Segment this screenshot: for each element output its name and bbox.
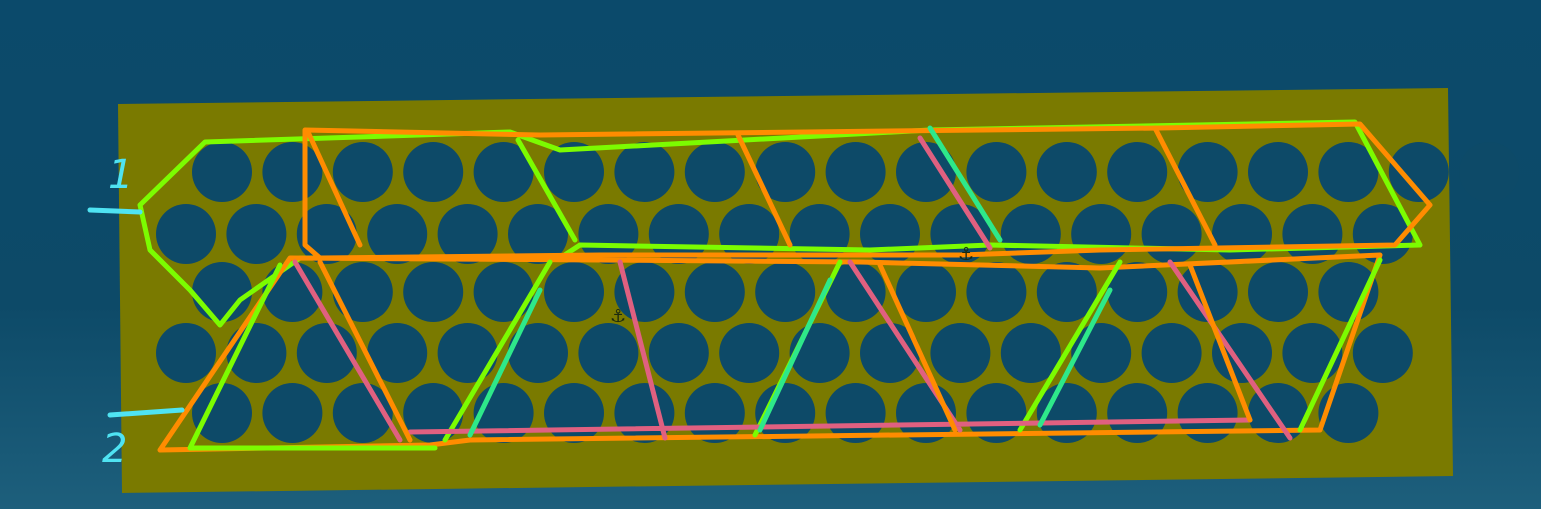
- hole: [1459, 142, 1520, 202]
- hole: [755, 142, 816, 202]
- orange-divider: [305, 129, 363, 248]
- orange-divider: [735, 132, 793, 248]
- hole: [473, 262, 534, 322]
- green-divider: [515, 137, 578, 243]
- label-1: 1: [108, 152, 133, 198]
- hole: [332, 142, 393, 202]
- hole: [1107, 262, 1168, 322]
- hole: [544, 262, 604, 322]
- hole: [1282, 323, 1343, 383]
- hole: [1248, 262, 1308, 322]
- hole: [262, 383, 323, 443]
- hole: [367, 323, 428, 383]
- label-2: 2: [102, 426, 127, 472]
- hole: [648, 323, 709, 383]
- hole: [156, 323, 216, 383]
- hole: [966, 262, 1027, 322]
- hole: [403, 142, 464, 202]
- pointer-line-2: [107, 407, 185, 418]
- hole: [192, 262, 252, 322]
- hole: [1107, 142, 1168, 202]
- hole: [403, 262, 464, 322]
- hole: [1212, 204, 1272, 264]
- hole: [1352, 323, 1413, 383]
- hole: [226, 204, 287, 264]
- hole: [332, 262, 393, 322]
- hole: [437, 204, 498, 264]
- hole: [262, 142, 323, 202]
- hole: [966, 142, 1027, 202]
- hole: [1352, 204, 1413, 264]
- hole: [1071, 204, 1132, 264]
- hole: [578, 204, 639, 264]
- hole: [544, 383, 604, 443]
- hole: [1141, 204, 1202, 264]
- hole: [192, 383, 252, 443]
- hole: [719, 323, 780, 383]
- hole: [1248, 142, 1308, 202]
- hole: [403, 383, 464, 443]
- hole: [825, 142, 886, 202]
- teal-divider: [927, 125, 1003, 243]
- hole: [1000, 323, 1061, 383]
- hole: [684, 262, 745, 322]
- orange-divider: [317, 259, 1253, 443]
- hole: [192, 142, 252, 202]
- hole: [1388, 142, 1449, 202]
- hole: [508, 204, 568, 264]
- hole: [1212, 323, 1272, 383]
- hole: [1177, 383, 1238, 443]
- hole: [966, 383, 1027, 443]
- hole: [896, 142, 956, 202]
- hole: [825, 262, 886, 322]
- hole: [755, 262, 816, 322]
- hole: [1036, 262, 1097, 322]
- hole: [578, 323, 639, 383]
- hole: [860, 323, 920, 383]
- green-outline: [137, 119, 1423, 328]
- hole: [1318, 142, 1379, 202]
- hole: [437, 323, 498, 383]
- hole: [1036, 142, 1097, 202]
- hole: [1000, 204, 1061, 264]
- hole: [544, 142, 604, 202]
- pink-divider: [917, 135, 993, 251]
- anchor-icon: ⚓: [610, 306, 626, 327]
- hole: [930, 323, 991, 383]
- bottom-band-outlines: [157, 252, 1383, 453]
- orange-divider: [1152, 125, 1218, 248]
- hole: [508, 323, 568, 383]
- anchor-icon: ⚓: [958, 244, 974, 265]
- hole: [684, 142, 745, 202]
- hole: [684, 383, 745, 443]
- hole: [156, 204, 216, 264]
- hole: [1141, 323, 1202, 383]
- pink-outline: [292, 259, 1293, 443]
- hole: [896, 262, 956, 322]
- hole: [1177, 142, 1238, 202]
- hole: [473, 142, 534, 202]
- pointer-line-1: [87, 207, 143, 215]
- hole: [1107, 383, 1168, 443]
- hole: [614, 142, 675, 202]
- hole: [367, 204, 428, 264]
- teal-divider: [467, 277, 1113, 438]
- annotation-marks: [87, 207, 185, 418]
